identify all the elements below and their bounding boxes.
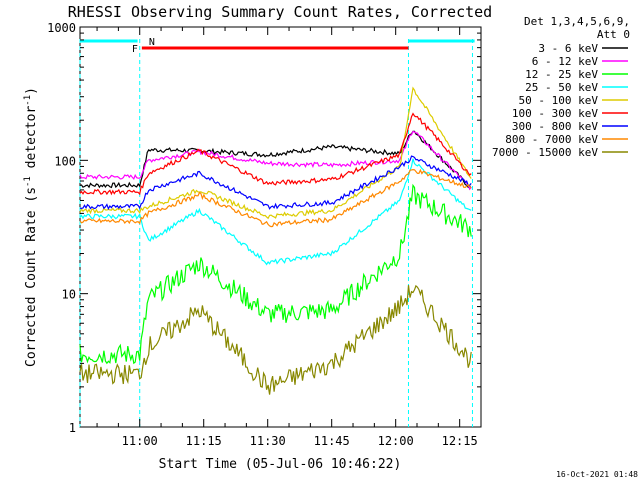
timestamp: 16-Oct-2021 01:48 [556,470,638,479]
x-tick-label: 11:45 [314,434,350,448]
y-axis-label: Corrected Count Rate (s-1 detector-1) [23,87,39,367]
legend-label: 3 - 6 keV [538,42,598,55]
x-tick-label: 11:00 [122,434,158,448]
series-line [79,86,472,220]
legend-label: 300 - 800 keV [512,120,598,133]
legend-header-line1: Det 1,3,4,5,6,9, [524,15,630,28]
state-bar-label: N [149,37,155,48]
series-line [79,155,472,211]
series-line [79,130,472,189]
x-tick-label: 11:15 [186,434,222,448]
y-tick-label: 1 [69,421,76,435]
chart-title: RHESSI Observing Summary Count Rates, Co… [68,3,492,21]
x-tick-label: 12:15 [442,434,478,448]
x-axis-label: Start Time (05-Jul-06 10:46:22) [159,457,402,472]
x-tick-label: 11:30 [250,434,286,448]
series-line [79,168,472,228]
x-axis: 11:00 11:15 11:30 11:45 12:00 12:15 [96,27,482,448]
state-bars: NF [80,37,475,55]
legend-header-line2: Att 0 [597,28,630,41]
legend-label: 6 - 12 keV [532,55,599,68]
legend-label: 25 - 50 keV [525,81,598,94]
legend-label: 12 - 25 keV [525,68,598,81]
series-group [79,86,472,395]
y-tick-label: 100 [54,154,76,168]
plot-area [79,26,482,428]
y-axis: 1 10 100 1000 [47,21,481,435]
series-line [79,112,472,196]
state-bar-label: F [132,44,138,55]
legend-label: 100 - 300 keV [512,107,598,120]
x-tick-label: 12:00 [378,434,414,448]
series-line [79,158,472,266]
series-line [79,130,472,191]
y-tick-label: 1000 [47,21,76,35]
legend-label: 7000 - 15000 keV [492,146,598,159]
series-line [79,284,472,395]
series-line [79,183,472,365]
legend-label: 800 - 7000 keV [505,133,598,146]
legend-label: 50 - 100 keV [519,94,599,107]
night-boundary-lines [79,39,473,427]
y-tick-label: 10 [62,288,76,302]
